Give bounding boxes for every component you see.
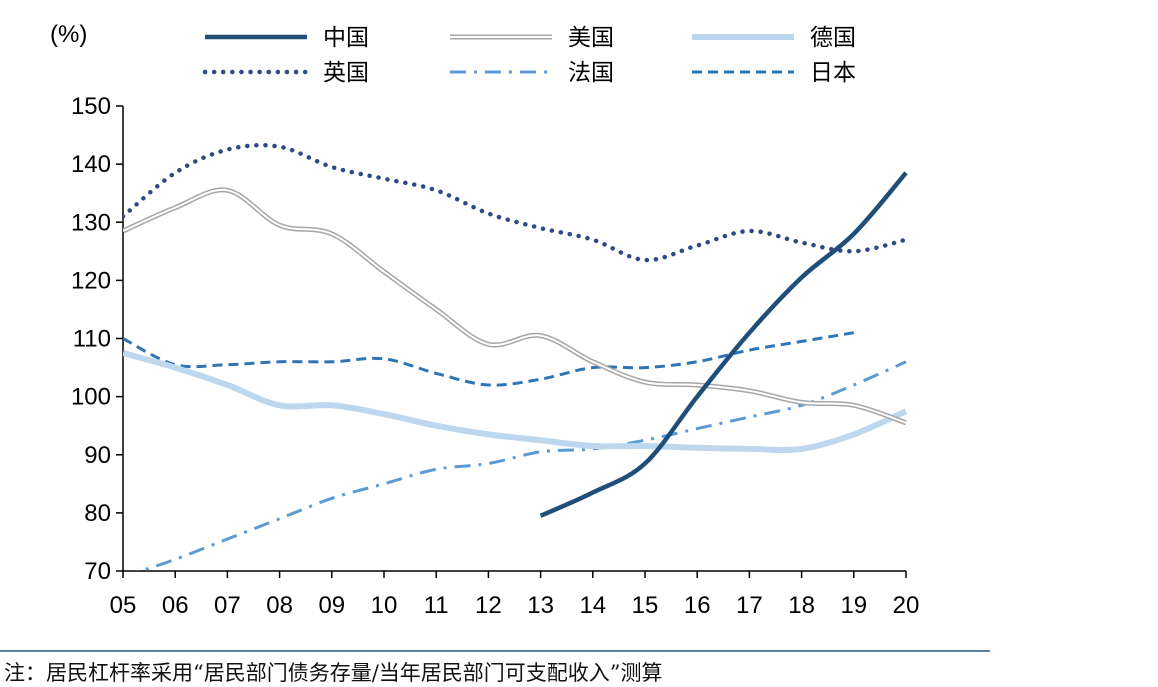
x-tick-label: 09: [318, 592, 345, 619]
x-tick-label: 19: [840, 592, 867, 619]
y-unit-label: (%): [50, 21, 87, 48]
y-tick-label: 140: [71, 151, 111, 178]
series-line-英国: [123, 142, 909, 263]
footnote-rule: [0, 650, 990, 652]
x-tick-label: 15: [632, 592, 659, 619]
legend-label: 日本: [810, 60, 856, 86]
legend-label: 中国: [323, 25, 369, 51]
x-tick-label: 06: [162, 592, 189, 619]
footnote: 注：居民杠杆率采用“居民部门债务存量/当年居民部门可支配收入”测算: [4, 661, 663, 685]
x-tick-label: 20: [893, 592, 920, 619]
x-tick-label: 12: [475, 592, 502, 619]
series-lines: [123, 142, 909, 571]
series-line-法国: [135, 360, 907, 571]
y-tick-label: 110: [73, 326, 111, 353]
y-tick-label: 100: [71, 384, 111, 411]
x-tick-label: 07: [214, 592, 241, 619]
x-tick-label: 14: [579, 592, 606, 619]
axes: 70 80 90 100 110 120 130 140 150 05 06 07 08 09 10 11 12…: [71, 93, 919, 619]
y-tick-label: 150: [71, 93, 111, 120]
x-tick-label: 18: [788, 592, 815, 619]
x-tick-label: 08: [266, 592, 293, 619]
legend-label: 美国: [568, 25, 614, 51]
y-tick-label: 80: [84, 500, 111, 527]
legend-label: 法国: [568, 60, 614, 86]
y-tick-label: 90: [84, 442, 111, 469]
x-tick-label: 16: [684, 592, 711, 619]
legend-label: 德国: [810, 25, 856, 51]
x-tick-label: 17: [736, 592, 763, 619]
y-tick-label: 70: [84, 558, 111, 585]
series-line-德国: [123, 350, 908, 454]
y-tick-label: 120: [71, 267, 111, 294]
x-tick-label: 05: [110, 592, 137, 619]
series-line-中国: [539, 171, 908, 518]
y-tick-label: 130: [71, 209, 111, 236]
x-tick-label: 10: [371, 592, 398, 619]
x-tick-label: 13: [527, 592, 554, 619]
series-line-美国: [123, 188, 907, 424]
legend-label: 英国: [323, 60, 369, 86]
x-tick-label: 11: [424, 592, 449, 619]
